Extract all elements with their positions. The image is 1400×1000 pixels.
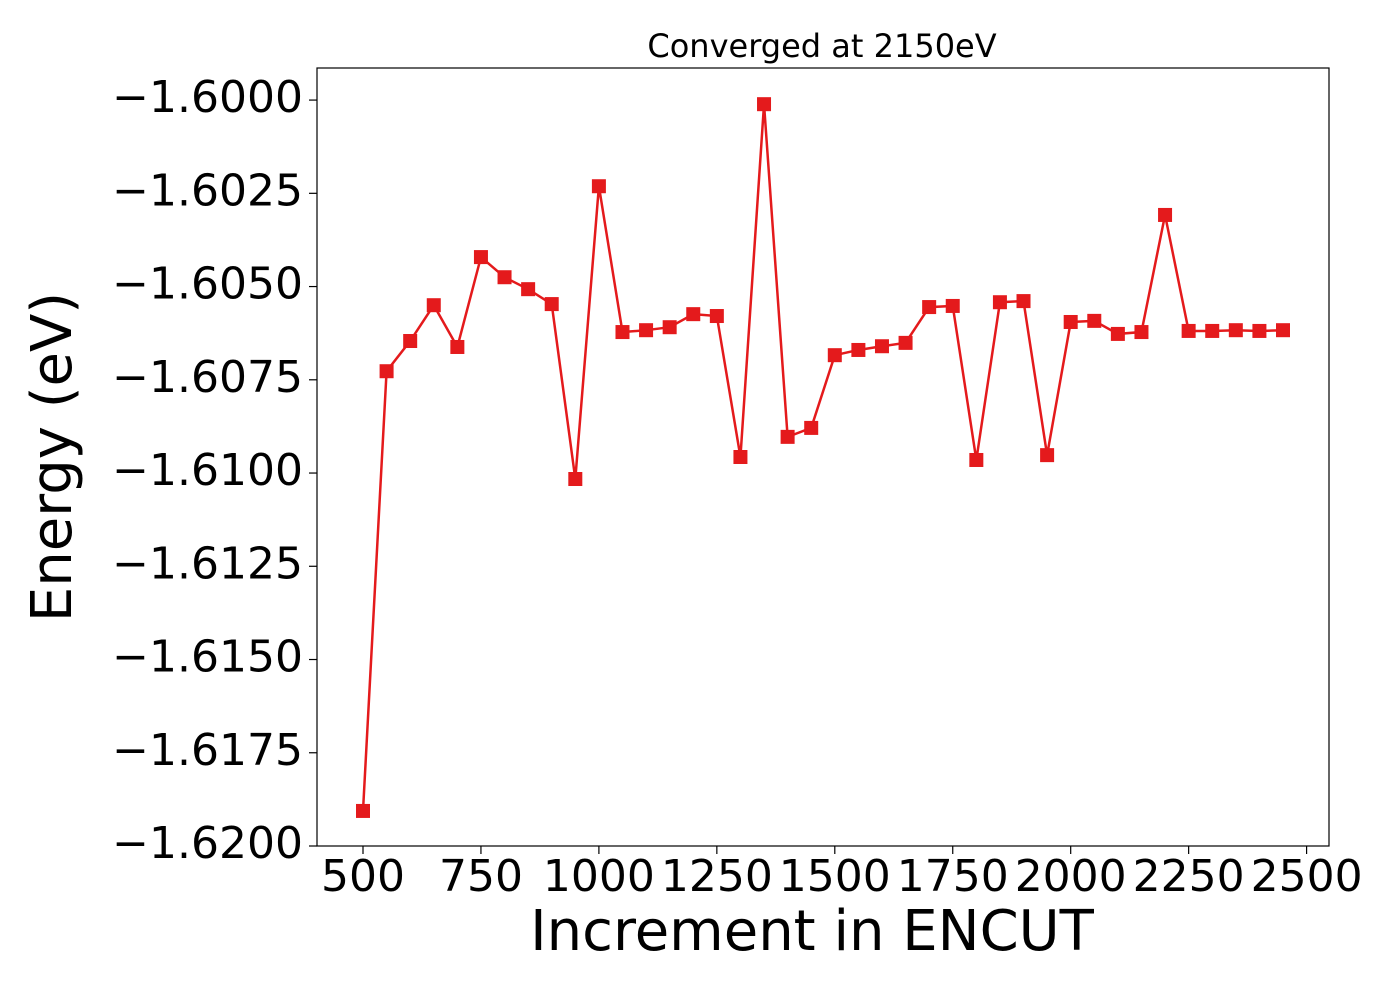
point-marker <box>639 323 654 338</box>
point-marker <box>1276 323 1290 338</box>
y-axis-label: Energy (eV) <box>20 292 85 622</box>
x-axis-label: Increment in ENCUT <box>530 899 1095 964</box>
point-marker <box>1063 314 1078 329</box>
point-marker <box>992 295 1007 310</box>
point-marker <box>379 364 394 379</box>
x-tick-label: 750 <box>439 851 523 902</box>
point-marker <box>1228 323 1243 338</box>
point-marker <box>686 307 701 322</box>
point-marker <box>1158 207 1173 222</box>
point-marker <box>1040 448 1055 463</box>
point-marker <box>827 348 842 363</box>
point-marker <box>426 298 441 313</box>
x-tick-label: 1750 <box>897 851 1009 902</box>
y-tick-label: −1.6025 <box>112 165 303 216</box>
x-tick-label: 1250 <box>661 851 773 902</box>
point-marker <box>709 309 724 324</box>
point-marker <box>473 250 488 265</box>
y-tick-label: −1.6150 <box>112 632 303 683</box>
point-marker <box>1181 323 1196 338</box>
point-marker <box>1016 294 1031 309</box>
point-marker <box>521 282 536 297</box>
x-tick-label: 1500 <box>779 851 891 902</box>
point-marker <box>568 472 583 487</box>
x-tick-label: 1000 <box>543 851 655 902</box>
point-marker <box>780 429 795 444</box>
point-marker <box>403 334 418 349</box>
point-marker <box>591 179 606 194</box>
point-marker <box>356 803 370 818</box>
point-marker <box>1205 323 1220 338</box>
point-marker <box>1252 323 1267 338</box>
y-tick-label: −1.6000 <box>112 72 303 123</box>
x-tick-label: 2500 <box>1251 851 1363 902</box>
point-marker <box>662 320 677 335</box>
point-marker <box>922 300 937 315</box>
point-marker <box>497 270 512 285</box>
y-tick-label: −1.6175 <box>112 725 303 776</box>
point-marker <box>945 298 960 313</box>
y-tick-label: −1.6125 <box>112 538 303 589</box>
point-marker <box>733 450 748 464</box>
y-tick-label: −1.6100 <box>112 445 303 496</box>
y-tick-label: −1.6050 <box>112 259 303 310</box>
point-marker <box>804 420 819 435</box>
point-marker <box>615 325 630 340</box>
point-marker <box>898 335 913 350</box>
point-marker <box>969 452 984 467</box>
point-marker <box>757 97 772 112</box>
series-line <box>361 104 1284 812</box>
point-marker <box>1134 325 1149 340</box>
point-marker <box>874 339 889 354</box>
point-marker <box>450 339 465 354</box>
plot-frame <box>316 67 1330 847</box>
y-tick-label: −1.6075 <box>112 352 303 403</box>
x-tick-label: 2250 <box>1133 851 1245 902</box>
y-tick-label: −1.6200 <box>112 818 303 869</box>
point-marker <box>851 342 866 357</box>
chart-title: Converged at 2150eV <box>647 27 996 65</box>
point-marker <box>544 297 559 312</box>
point-marker <box>1087 313 1102 328</box>
point-marker <box>1110 326 1125 341</box>
x-tick-label: 2000 <box>1015 851 1127 902</box>
x-tick-label: 500 <box>321 851 405 902</box>
